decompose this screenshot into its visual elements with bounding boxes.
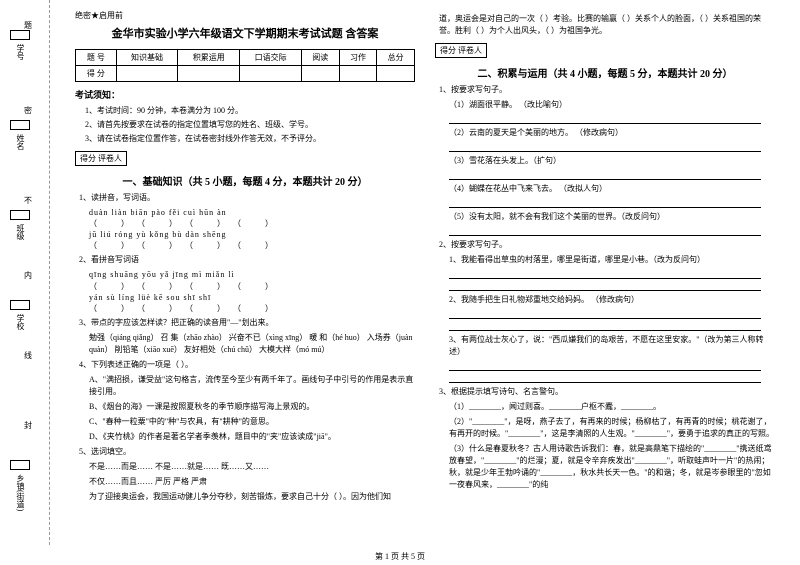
vmark-4: 线 (24, 350, 32, 361)
th: 总分 (377, 50, 415, 66)
answer-line (449, 373, 761, 383)
s2q4-3: （3）什么是春夏秋冬？古人用诗歌告诉我们：春，就是高鼎笔下描绘的"_______… (449, 443, 775, 491)
vmark-3: 内 (24, 270, 32, 281)
binding-label-3: 学校 (15, 314, 26, 330)
notice-item: 3、请在试卷指定位置作答，在试卷密封线外作答无效，不予评分。 (85, 133, 415, 144)
q4d: D、《夹竹桃》的作者是著名学者季羡林，题目中的"夹"应该读成"jiā"。 (89, 431, 415, 443)
q5a: 不是……而是…… 不是……就是…… 既……又…… (89, 461, 415, 473)
binding-box (10, 210, 30, 220)
score-box: 得分 评卷人 (435, 43, 487, 58)
right-column: 道，奥运会是对自己的一次（ ）考验。比赛的输赢（ ）关系个人的脸面，（ ）关系祖… (425, 10, 785, 540)
td (240, 66, 302, 82)
s2q1: 1、按要求写句子。 (439, 84, 775, 96)
th: 口语交际 (240, 50, 302, 66)
continuation: 道，奥运会是对自己的一次（ ）考验。比赛的输赢（ ）关系个人的脸面，（ ）关系祖… (439, 13, 775, 37)
vmark-0: 题 (24, 20, 32, 31)
binding-box (10, 30, 30, 40)
s2q4: 3、根据提示填写诗句、名言警句。 (439, 386, 775, 398)
blanks: （ ） （ ） （ ） （ ） (89, 281, 415, 292)
th: 题 号 (76, 50, 117, 66)
q5: 5、选词填空。 (79, 446, 415, 458)
score-box: 得分 评卷人 (75, 151, 127, 166)
s2q3: 3、有两位战士灰心了，说："西瓜嫌我们的岛艰苦，不愿在这里安家。"（改为第三人称… (449, 334, 775, 358)
q4: 4、下列表述正确的一项是（ ）。 (79, 359, 415, 371)
s2q1-5: （5）没有太阳，就不会有我们这个美丽的世界。（改反问句） (449, 211, 775, 223)
q3: 3、带点的字应该怎样读？把正确的读音用"—"划出来。 (79, 317, 415, 329)
page-footer: 第 1 页 共 5 页 (0, 551, 800, 562)
td (377, 66, 415, 82)
section1-title: 一、基础知识（共 5 小题，每题 4 分，本题共计 20 分） (75, 173, 415, 188)
answer-line (449, 142, 761, 152)
binding-label-1: 姓名 (15, 134, 26, 150)
vmark-1: 密 (24, 105, 32, 116)
binding-box (10, 460, 30, 470)
vmark-2: 不 (24, 195, 32, 206)
td (178, 66, 240, 82)
s2q2-2: 2、我随手把生日礼物郑重地交给妈妈。 （修改病句） (449, 294, 775, 306)
pinyin: duàn liàn biān pào fěi cuì hūn àn (89, 207, 415, 218)
table-row: 题 号 知识基础 积累运用 口语交际 阅读 习作 总分 (76, 50, 415, 66)
td (339, 66, 377, 82)
q5c: 为了迎接奥运会，我国运动健儿争分夺秒，刻苦锻炼，要求自己十分（ ）。因为他们知 (89, 491, 415, 503)
notice-title: 考试须知： (75, 88, 415, 101)
answer-line (449, 269, 761, 279)
vmark-5: 封 (24, 420, 32, 431)
s2q1-3: （3）雪花落在头发上。（扩句） (449, 155, 775, 167)
q1: 1、读拼音，写词语。 (79, 192, 415, 204)
exam-title: 金华市实验小学六年级语文下学期期末考试试题 含答案 (75, 25, 415, 41)
binding-label-2: 班级 (15, 224, 26, 240)
answer-line (449, 198, 761, 208)
binding-box (10, 300, 30, 310)
answer-line (449, 321, 761, 331)
q5b: 不仅……而且…… 严厉 严格 严肃 (89, 476, 415, 488)
pinyin: qīng shuāng yōu yǎ jīng mì miǎn lì (89, 269, 415, 280)
s2q2: 2、按要求写句子。 (439, 239, 775, 251)
answer-line (449, 226, 761, 236)
q4c: C、"春种一粒粟"中的"种"与农具，有"耕种"的意思。 (89, 416, 415, 428)
s2q1-4: （4）蝴蝶在花丛中飞来飞去。 （改拟人句） (449, 183, 775, 195)
page-container: 学号 题 姓名 密 班级 不 内 学校 线 封 乡镇(街道) 绝密★启用前 金华… (0, 0, 800, 545)
s2q2-1: 1、我能看得出草虫的村落里，哪里是街道，哪里是小巷。（改为反问句） (449, 254, 775, 266)
th: 阅读 (301, 50, 339, 66)
q4b: B、《烟台的海》一课是按照夏秋冬的季节顺序描写海上景观的。 (89, 401, 415, 413)
answer-line (449, 281, 761, 291)
binding-column: 学号 题 姓名 密 班级 不 内 学校 线 封 乡镇(街道) (0, 0, 50, 545)
pinyin: jū liú róng yù kǒng bù dàn shēng (89, 229, 415, 240)
pinyin: yán sù líng lüè kē sou shī shī (89, 292, 415, 303)
binding-box (10, 120, 30, 130)
blanks: （ ） （ ） （ ） （ ） (89, 303, 415, 314)
left-column: 绝密★启用前 金华市实验小学六年级语文下学期期末考试试题 含答案 题 号 知识基… (65, 10, 425, 540)
answer-line (449, 361, 761, 371)
notice-item: 2、请首先按要求在试卷的指定位置填写您的姓名、班级、学号。 (85, 119, 415, 130)
blanks: （ ） （ ） （ ） （ ） (89, 240, 415, 251)
answer-line (449, 114, 761, 124)
section2-title: 二、积累与运用（共 4 小题，每题 5 分，本题共计 20 分） (435, 65, 775, 80)
td (116, 66, 178, 82)
q2: 2、看拼音写词语 (79, 254, 415, 266)
th: 习作 (339, 50, 377, 66)
score-table: 题 号 知识基础 积累运用 口语交际 阅读 习作 总分 得 分 (75, 49, 415, 82)
s2q4-2: （2）"________"，是呀，燕子去了，有再来的时候；杨柳枯了，有再青的时候… (449, 416, 775, 440)
th: 知识基础 (116, 50, 178, 66)
td (301, 66, 339, 82)
binding-label-0: 学号 (15, 44, 26, 60)
q4a: A、"满招损，谦受益"这句格言，流传至今至少有两千年了。画线句子中引号的作用是表… (89, 374, 415, 398)
binding-label-4: 乡镇(街道) (15, 474, 26, 511)
content-columns: 绝密★启用前 金华市实验小学六年级语文下学期期末考试试题 含答案 题 号 知识基… (50, 0, 800, 545)
confidential-mark: 绝密★启用前 (75, 10, 415, 21)
td: 得 分 (76, 66, 117, 82)
th: 积累运用 (178, 50, 240, 66)
blanks: （ ） （ ） （ ） （ ） (89, 218, 415, 229)
s2q4-1: （1）________，闻过则喜。________户枢不蠹，________。 (449, 401, 775, 413)
answer-line (449, 309, 761, 319)
answer-line (449, 170, 761, 180)
table-row: 得 分 (76, 66, 415, 82)
q3-text: 勉强（qiáng qiǎng） 召 集（zhāo zhào） 兴奋不已（xìng… (89, 332, 415, 356)
s2q1-1: （1）湖面很平静。 （改比喻句） (449, 99, 775, 111)
s2q1-2: （2）云南的夏天是个美丽的地方。 （修改病句） (449, 127, 775, 139)
notice-item: 1、考试时间：90 分钟，本卷满分为 100 分。 (85, 105, 415, 116)
